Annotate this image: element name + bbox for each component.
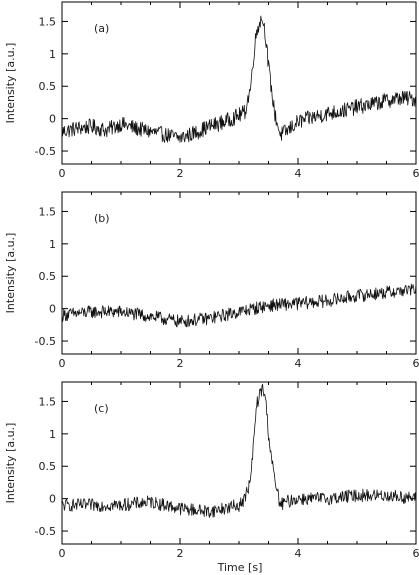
y-tick-label: 0: [49, 113, 56, 126]
x-tick-label: 4: [295, 167, 302, 180]
plot-frame: [61, 191, 417, 355]
y-tick-label: 1.5: [39, 395, 57, 408]
x-tick-label: 4: [295, 357, 302, 370]
y-tick-label: 0: [49, 303, 56, 316]
y-tick-label: -0.5: [35, 145, 56, 158]
y-tick-label: -0.5: [35, 525, 56, 538]
x-tick-label: 0: [59, 547, 66, 560]
x-tick-label: 2: [177, 357, 184, 370]
series-line: [61, 15, 417, 143]
plot-frame: [61, 1, 417, 165]
y-tick-label: 1.5: [39, 15, 57, 28]
y-tick-label: -0.5: [35, 335, 56, 348]
y-axis-label: Intensity [a.u.]: [4, 423, 17, 504]
y-axis-label: Intensity [a.u.]: [4, 233, 17, 314]
y-tick-label: 1: [49, 428, 56, 441]
x-tick-label: 6: [413, 547, 419, 560]
x-tick-label: 6: [413, 167, 419, 180]
y-axis-label: Intensity [a.u.]: [4, 43, 17, 124]
plot-frame: [61, 381, 417, 545]
x-axis-label: Time [s]: [217, 561, 263, 574]
panel-label: (b): [94, 212, 110, 225]
panel-label: (c): [94, 402, 109, 415]
x-tick-label: 6: [413, 357, 419, 370]
x-tick-label: 0: [59, 357, 66, 370]
y-tick-label: 0.5: [39, 80, 57, 93]
y-tick-label: 1.5: [39, 205, 57, 218]
x-tick-label: 4: [295, 547, 302, 560]
y-tick-label: 0: [49, 493, 56, 506]
x-tick-label: 2: [177, 167, 184, 180]
x-tick-label: 0: [59, 167, 66, 180]
series-line: [61, 383, 417, 518]
y-tick-label: 0.5: [39, 460, 57, 473]
y-tick-label: 1: [49, 48, 56, 61]
series-line: [61, 283, 417, 328]
panel-label: (a): [94, 22, 109, 35]
y-tick-label: 0.5: [39, 270, 57, 283]
x-tick-label: 2: [177, 547, 184, 560]
y-tick-label: 1: [49, 238, 56, 251]
